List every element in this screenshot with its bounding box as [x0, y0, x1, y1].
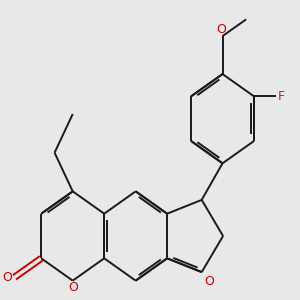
Text: O: O	[204, 274, 214, 287]
Text: O: O	[216, 23, 226, 36]
Text: O: O	[68, 281, 78, 294]
Text: F: F	[278, 90, 285, 103]
Text: O: O	[2, 271, 12, 284]
